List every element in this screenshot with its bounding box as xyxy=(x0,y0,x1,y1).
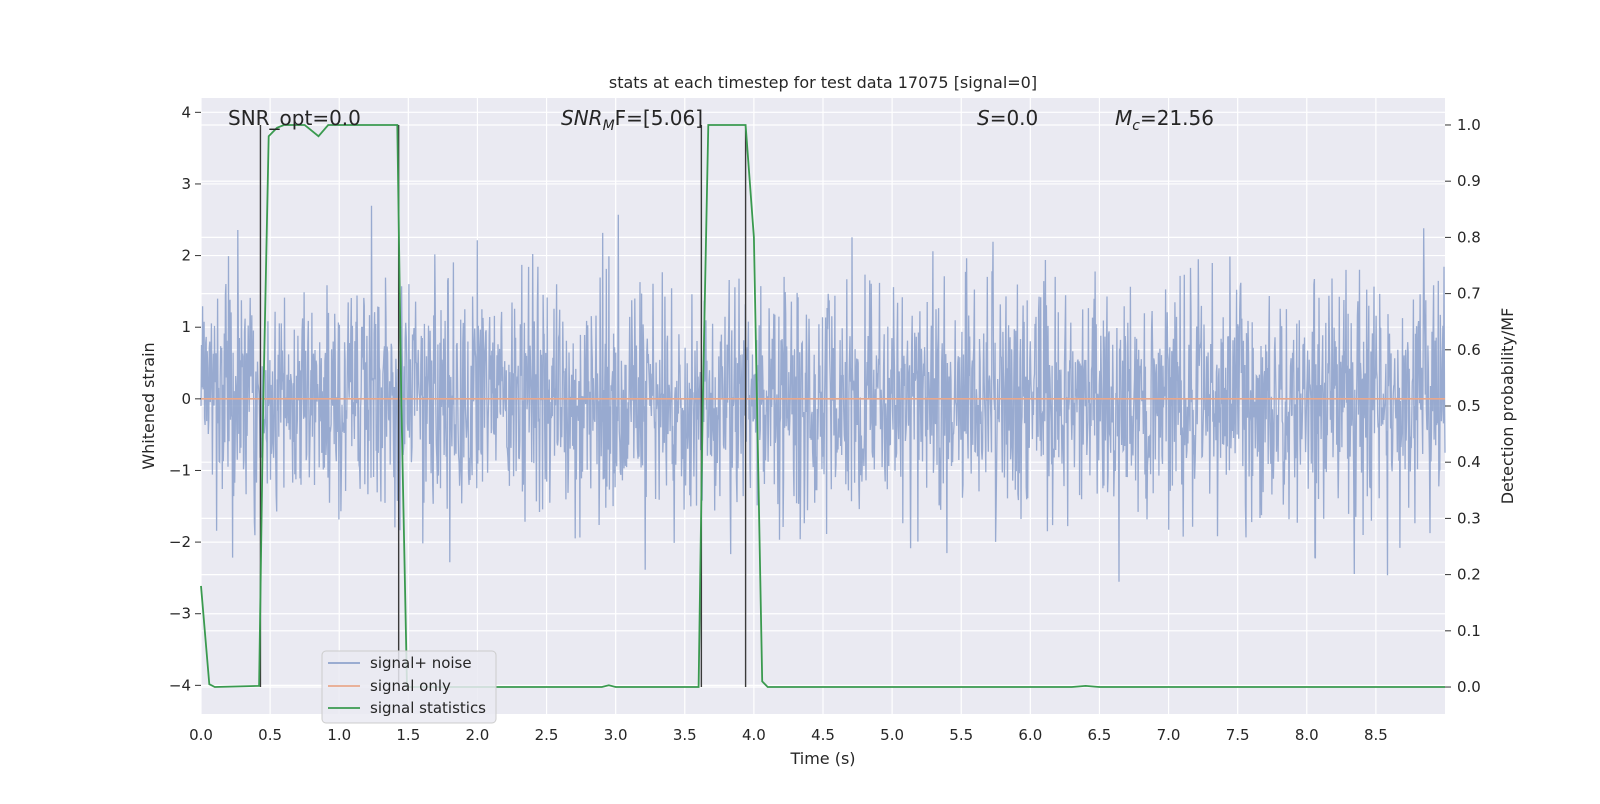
noise-series xyxy=(200,205,1446,582)
x-tick-label: 6.5 xyxy=(1088,726,1112,744)
x-tick-label: 3.0 xyxy=(604,726,628,744)
legend-label-stats: signal statistics xyxy=(370,699,486,717)
x-axis-label: Time (s) xyxy=(789,749,855,768)
y-tick-label-right: 0.8 xyxy=(1457,228,1481,246)
x-tick-label: 2.5 xyxy=(535,726,559,744)
y-tick-label-right: 0.4 xyxy=(1457,453,1481,471)
legend: signal+ noise signal only signal statist… xyxy=(321,650,497,724)
vertical-markers xyxy=(259,124,747,688)
y-tick-label-left: 2 xyxy=(181,247,191,265)
y-tick-label-left: 4 xyxy=(181,103,191,121)
y-tick-label-left: 3 xyxy=(181,175,191,193)
y-tick-label-right: 1.0 xyxy=(1457,116,1481,134)
annotation-snr-opt: SNR_opt=0.0 xyxy=(228,106,361,130)
x-tick-label: 1.0 xyxy=(327,726,351,744)
axes-layer: 0.0 0.5 1.0 1.5 2.0 2.5 3.0 3.5 4.0 4.5 5.0 5.5 6.0 6… xyxy=(169,103,1481,744)
x-tick-label: 0.0 xyxy=(189,726,213,744)
annotation-s: S=0.0 xyxy=(977,106,1038,130)
y-tick-label-right: 0.9 xyxy=(1457,172,1481,190)
y-tick-label-right: 0.6 xyxy=(1457,341,1481,359)
annotation-mc: Mc=21.56 xyxy=(1115,106,1214,134)
x-tick-label: 8.5 xyxy=(1364,726,1388,744)
annotation-snr-mf-rest: F=[5.06] xyxy=(615,106,703,130)
annotation-s-var: S xyxy=(977,106,990,130)
x-tick-label: 8.0 xyxy=(1295,726,1319,744)
y-tick-label-right: 0.5 xyxy=(1457,397,1481,415)
annotation-snr-mf: SNRMF=[5.06] xyxy=(561,106,703,134)
x-tick-label: 7.0 xyxy=(1157,726,1181,744)
y-tick-label-left: −3 xyxy=(169,605,191,623)
x-tick-label: 4.0 xyxy=(742,726,766,744)
x-tick-label: 0.5 xyxy=(258,726,282,744)
x-tick-label: 6.0 xyxy=(1018,726,1042,744)
x-tick-label: 3.5 xyxy=(673,726,697,744)
y-tick-label-left: 0 xyxy=(181,390,191,408)
y-axis-right-label: Detection probability/MF xyxy=(1498,308,1517,505)
x-tick-label: 4.5 xyxy=(811,726,835,744)
x-tick-label: 1.5 xyxy=(396,726,420,744)
x-tick-label: 2.0 xyxy=(466,726,490,744)
y-tick-label-left: −4 xyxy=(169,676,191,694)
annotation-snr-mf-sub: M xyxy=(603,118,615,134)
chart-title: stats at each timestep for test data 170… xyxy=(609,73,1037,92)
x-tick-label: 5.5 xyxy=(949,726,973,744)
y-tick-label-right: 0.1 xyxy=(1457,622,1481,640)
noise-line xyxy=(200,205,1446,582)
y-tick-label-right: 0.0 xyxy=(1457,678,1481,696)
x-tick-label: 5.0 xyxy=(880,726,904,744)
y-tick-label-left: −1 xyxy=(169,461,191,479)
legend-label-noise: signal+ noise xyxy=(370,654,472,672)
legend-box xyxy=(321,650,497,724)
annotation-mc-main: M xyxy=(1115,106,1132,130)
y-tick-label-left: 1 xyxy=(181,318,191,336)
y-tick-label-left: −2 xyxy=(169,533,191,551)
x-tick-label: 7.5 xyxy=(1226,726,1250,744)
y-tick-label-right: 0.3 xyxy=(1457,509,1481,527)
y-axis-label: Whitened strain xyxy=(139,342,158,469)
annotation-mc-rest: =21.56 xyxy=(1140,106,1214,130)
annotation-s-rest: =0.0 xyxy=(990,106,1039,130)
legend-label-signal: signal only xyxy=(370,677,451,695)
y-tick-label-right: 0.7 xyxy=(1457,285,1481,303)
y-tick-label-right: 0.2 xyxy=(1457,566,1481,584)
annotation-mc-sub: c xyxy=(1132,118,1140,134)
annotation-snr-mf-main: SNR xyxy=(561,106,603,130)
